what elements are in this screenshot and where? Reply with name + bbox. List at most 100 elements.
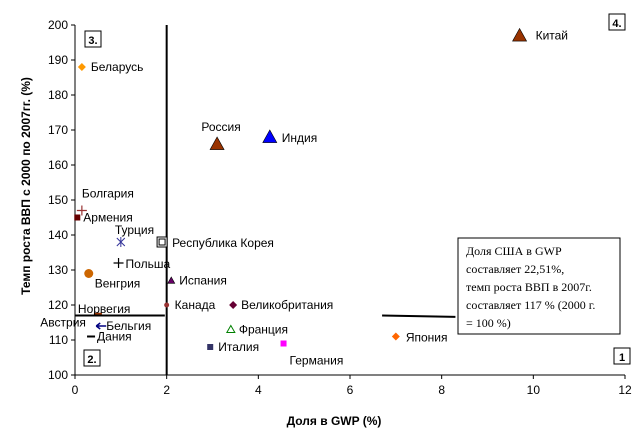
point-label: Венгрия	[95, 277, 141, 291]
y-tick-label: 190	[48, 53, 68, 67]
data-point: Республика Корея	[156, 236, 274, 250]
quadrant-1-box: 1	[613, 347, 631, 365]
point-label: Турция	[115, 223, 154, 237]
point-label: Республика Корея	[172, 236, 274, 250]
point-marker	[77, 63, 86, 71]
data-point: Австрия	[40, 314, 102, 330]
quadrant-4-label: 4.	[612, 18, 621, 30]
point-marker	[207, 344, 214, 350]
x-tick-label: 0	[72, 383, 79, 397]
point-label: Болгария	[82, 187, 134, 201]
usa-note-line-5: = 100 %)	[466, 316, 511, 330]
point-label: Великобритания	[241, 298, 333, 312]
data-point: Китай	[512, 27, 568, 43]
usa-note-line-4: составляет 117 % (2000 г.	[466, 298, 595, 312]
usa-note-line-2: составляет 22,51%,	[466, 262, 564, 276]
point-label: Индия	[282, 131, 317, 145]
point-label: Испания	[179, 274, 227, 288]
y-tick-label: 130	[48, 263, 68, 277]
point-label: Германия	[290, 354, 344, 368]
y-tick-label: 200	[48, 18, 68, 32]
data-point: Франция	[225, 323, 288, 337]
point-label: Польша	[126, 257, 171, 271]
data-point: Болгария	[76, 187, 134, 216]
quadrant-1-label: 1	[619, 352, 625, 364]
y-tick-label: 110	[49, 333, 68, 347]
point-marker	[76, 205, 87, 216]
point-marker	[229, 301, 238, 309]
point-label: Норвегия	[78, 302, 131, 316]
data-point: Турция	[115, 223, 154, 247]
quadrant-dividers	[75, 25, 456, 375]
point-marker	[262, 129, 278, 143]
y-tick-label: 100	[48, 368, 68, 382]
usa-note: Доля США в GWP составляет 22,51%, темп р…	[457, 237, 621, 335]
point-label: Армения	[83, 211, 132, 225]
quadrant-3-label: 3.	[88, 35, 97, 47]
data-point: Норвегия	[78, 302, 131, 316]
y-tick-label: 180	[48, 88, 68, 102]
y-tick-label: 120	[48, 298, 68, 312]
data-point: Армения	[74, 211, 133, 225]
x-tick-label: 10	[527, 383, 541, 397]
point-marker	[74, 214, 81, 221]
point-marker	[167, 276, 176, 284]
point-label: Канада	[175, 298, 216, 312]
data-point: Испания	[167, 274, 227, 288]
data-point: Канада	[164, 298, 216, 312]
point-label: Франция	[239, 323, 288, 337]
point-label: Беларусь	[91, 60, 143, 74]
data-point: Венгрия	[84, 269, 140, 291]
x-tick-label: 8	[438, 383, 445, 397]
point-marker	[280, 340, 287, 347]
data-point: Япония	[391, 331, 448, 345]
point-label: Австрия	[40, 316, 86, 330]
x-tick-label: 12	[618, 383, 632, 397]
point-label: Италия	[218, 340, 259, 354]
data-point: Польша	[113, 257, 171, 271]
point-marker	[164, 302, 170, 308]
data-point: Италия	[207, 340, 259, 354]
y-tick-label: 160	[48, 158, 68, 172]
point-label: Япония	[406, 331, 448, 345]
x-tick-label: 2	[163, 383, 170, 397]
data-point: Дания	[87, 330, 132, 344]
data-point: Бельгия	[95, 319, 151, 333]
point-label: Россия	[201, 120, 240, 134]
point-marker	[156, 236, 168, 248]
x-tick-label: 4	[255, 383, 262, 397]
point-marker	[84, 269, 94, 278]
point-marker	[512, 27, 528, 42]
quadrant-4-box: 4.	[608, 13, 626, 31]
data-point: Великобритания	[229, 298, 333, 312]
data-point: Германия	[280, 340, 344, 368]
y-tick-label: 150	[48, 193, 68, 207]
x-tick-label: 6	[347, 383, 354, 397]
point-marker	[209, 136, 225, 150]
point-marker	[391, 332, 400, 341]
data-point: Индия	[262, 129, 317, 145]
y-tick-label: 170	[48, 123, 68, 137]
usa-note-line-1: Доля США в GWP	[466, 244, 562, 258]
data-point: Россия	[201, 120, 241, 150]
point-marker	[113, 258, 124, 268]
point-marker-inner	[158, 238, 166, 246]
point-label: Дания	[97, 330, 132, 344]
quadrant-2-label: 2.	[87, 354, 96, 366]
usa-note-line-3: темп роста ВВП в 2007г.	[466, 280, 592, 294]
y-axis-title: Темп роста ВВП с 2000 по 2007гг. (%)	[19, 77, 33, 295]
quadrant-2-box: 2.	[83, 349, 101, 367]
y-tick-label: 140	[48, 228, 68, 242]
point-marker	[225, 324, 236, 333]
point-marker	[95, 322, 107, 330]
data-points: Китай Беларусь Россия Индия Болгария АрменияТ…	[40, 27, 568, 368]
data-point: Беларусь	[77, 60, 143, 74]
horizontal-divider-right	[382, 314, 456, 318]
point-label: Бельгия	[106, 319, 151, 333]
quadrant-3-box: 3.	[84, 30, 102, 48]
x-axis-title: Доля в GWP (%)	[287, 414, 382, 428]
point-label: Китай	[536, 29, 568, 43]
point-marker	[116, 237, 126, 247]
tick-labels: 100 110 120 130 140 150 160 170 180 190 200 0 2 4 6 8 10…	[48, 18, 632, 397]
